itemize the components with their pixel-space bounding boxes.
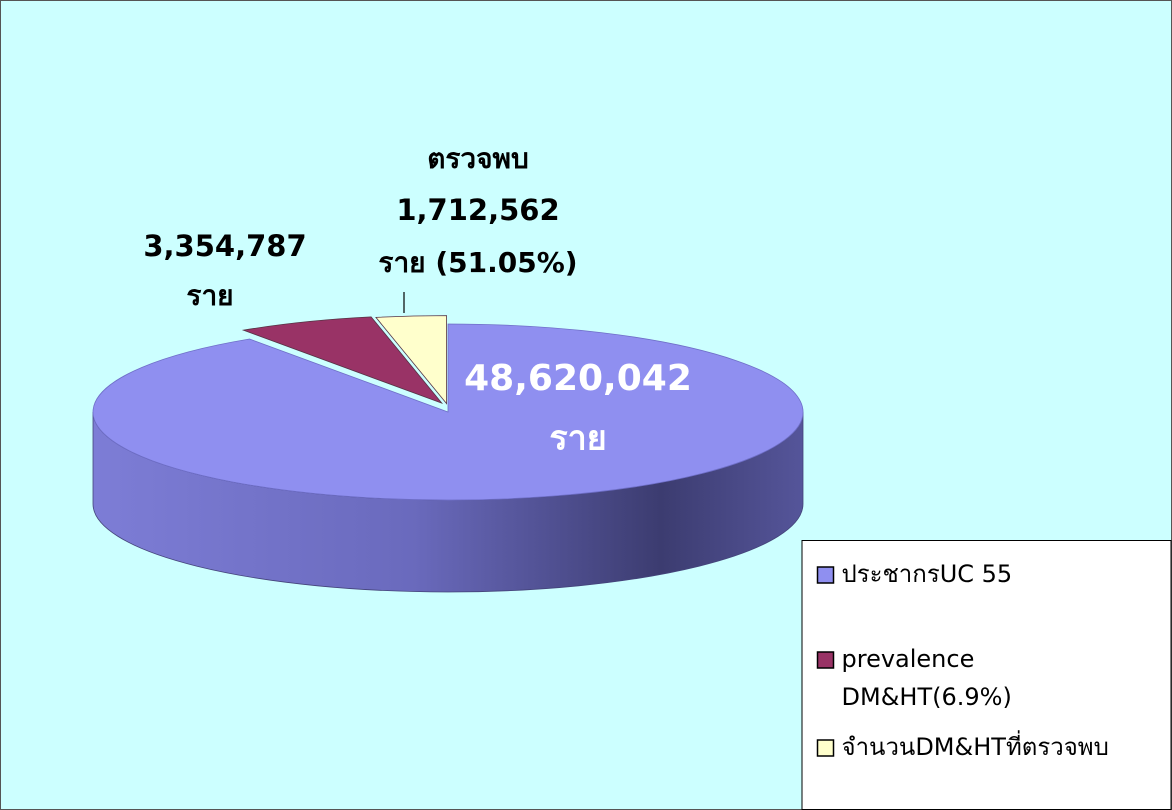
legend-label: จำนวนDM&HTที่ตรวจพบ <box>842 730 1109 761</box>
pie-slice <box>375 315 447 405</box>
legend: ประชากรUC 55 prevalence DM&HT(6.9%) จำนวนDM… <box>801 540 1172 810</box>
data-label: 3,354,787 <box>143 229 306 263</box>
legend-box <box>801 540 1172 810</box>
legend-label-line: prevalence <box>842 645 975 673</box>
data-label: ตรวจพบ <box>427 142 529 175</box>
pie-slice <box>92 323 804 501</box>
legend-label: prevalence DM&HT(6.9%) <box>842 645 1012 711</box>
data-label: ราย <box>186 279 233 312</box>
legend-swatch <box>816 566 835 584</box>
legend-label: ประชากรUC 55 <box>842 560 1013 588</box>
legend-swatch <box>816 739 835 757</box>
legend-swatch <box>816 651 835 669</box>
data-label: ราย <box>549 419 606 459</box>
pie-slice <box>241 316 444 405</box>
data-label: ราย (51.05%) <box>378 246 577 279</box>
data-label: 1,712,562 <box>396 193 559 227</box>
legend-label-line: DM&HT(6.9%) <box>842 683 1012 711</box>
data-label: 48,620,042 <box>464 358 692 399</box>
